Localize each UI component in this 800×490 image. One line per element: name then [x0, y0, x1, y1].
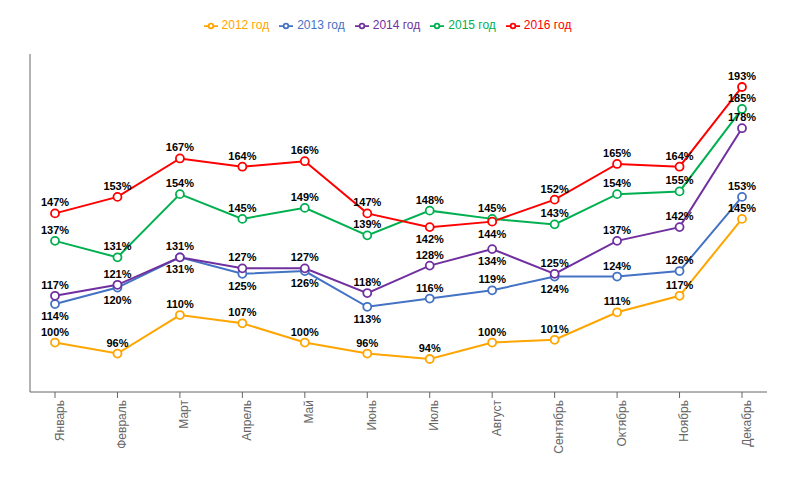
- svg-text:117%: 117%: [666, 279, 694, 291]
- svg-text:127%: 127%: [228, 251, 256, 263]
- svg-text:Октябрь: Октябрь: [615, 400, 629, 447]
- svg-text:142%: 142%: [665, 210, 693, 222]
- svg-text:114%: 114%: [41, 310, 69, 322]
- svg-text:125%: 125%: [228, 280, 256, 292]
- svg-text:120%: 120%: [103, 294, 131, 306]
- svg-text:131%: 131%: [166, 263, 194, 275]
- svg-text:154%: 154%: [603, 177, 631, 189]
- html-text:2015 год: 2015 год: [448, 18, 496, 32]
- svg-text:155%: 155%: [665, 174, 693, 186]
- svg-text:Сентябрь: Сентябрь: [552, 400, 566, 454]
- svg-text:147%: 147%: [41, 196, 69, 208]
- svg-text:Декабрь: Декабрь: [740, 400, 754, 447]
- svg-text:167%: 167%: [166, 141, 194, 153]
- svg-text:100%: 100%: [291, 326, 319, 338]
- svg-text:Январь: Январь: [53, 400, 67, 441]
- svg-text:126%: 126%: [291, 277, 319, 289]
- html-text:2014 год: 2014 год: [372, 18, 421, 32]
- svg-text:143%: 143%: [541, 207, 569, 219]
- svg-text:144%: 144%: [478, 228, 506, 240]
- svg-text:96%: 96%: [356, 337, 378, 349]
- svg-text:121%: 121%: [103, 268, 131, 280]
- svg-text:96%: 96%: [106, 337, 128, 349]
- svg-text:131%: 131%: [166, 240, 194, 252]
- svg-text:139%: 139%: [353, 218, 381, 230]
- svg-text:113%: 113%: [354, 313, 382, 325]
- svg-text:101%: 101%: [541, 323, 569, 335]
- svg-text:164%: 164%: [665, 150, 693, 162]
- svg-text:145%: 145%: [228, 202, 256, 214]
- svg-text:164%: 164%: [228, 150, 256, 162]
- svg-text:166%: 166%: [291, 144, 319, 156]
- svg-text:107%: 107%: [228, 306, 256, 318]
- svg-text:118%: 118%: [354, 276, 382, 288]
- svg-text:116%: 116%: [416, 282, 444, 294]
- svg-text:Май: Май: [302, 400, 316, 424]
- svg-text:147%: 147%: [353, 196, 381, 208]
- svg-text:185%: 185%: [728, 92, 756, 104]
- svg-text:110%: 110%: [166, 298, 194, 310]
- svg-text:125%: 125%: [541, 257, 569, 269]
- svg-text:193%: 193%: [728, 70, 756, 82]
- html-text:2016 год: 2016 год: [523, 18, 572, 32]
- svg-text:119%: 119%: [478, 273, 506, 285]
- svg-text:100%: 100%: [41, 326, 69, 338]
- svg-text:124%: 124%: [603, 260, 631, 272]
- svg-text:149%: 149%: [291, 191, 319, 203]
- html-text:2013 год: 2013 год: [297, 18, 345, 32]
- svg-text:154%: 154%: [166, 177, 194, 189]
- svg-text:165%: 165%: [603, 147, 631, 159]
- svg-text:126%: 126%: [665, 254, 693, 266]
- svg-text:127%: 127%: [291, 251, 319, 263]
- svg-text:Июнь: Июнь: [365, 400, 379, 431]
- svg-text:137%: 137%: [41, 224, 69, 236]
- svg-text:Апрель: Апрель: [240, 400, 254, 441]
- svg-text:137%: 137%: [603, 224, 631, 236]
- svg-text:153%: 153%: [728, 180, 756, 192]
- svg-text:100%: 100%: [478, 326, 506, 338]
- svg-text:Февраль: Февраль: [115, 400, 129, 449]
- svg-text:142%: 142%: [416, 233, 444, 245]
- html-text:2012 год: 2012 год: [221, 18, 270, 32]
- svg-text:128%: 128%: [416, 249, 444, 261]
- svg-text:134%: 134%: [478, 255, 506, 267]
- svg-text:94%: 94%: [419, 342, 441, 354]
- svg-text:Июль: Июль: [427, 400, 441, 431]
- svg-text:131%: 131%: [103, 240, 131, 252]
- svg-text:153%: 153%: [103, 180, 131, 192]
- svg-text:Ноябрь: Ноябрь: [677, 400, 691, 442]
- svg-text:178%: 178%: [728, 111, 756, 123]
- svg-text:148%: 148%: [416, 194, 444, 206]
- svg-text:145%: 145%: [478, 202, 506, 214]
- svg-text:124%: 124%: [541, 283, 569, 295]
- svg-text:145%: 145%: [728, 202, 756, 214]
- svg-text:117%: 117%: [41, 279, 69, 291]
- svg-text:Март: Март: [177, 400, 191, 429]
- svg-text:Август: Август: [490, 400, 504, 437]
- svg-text:152%: 152%: [541, 183, 569, 195]
- svg-text:111%: 111%: [604, 295, 631, 307]
